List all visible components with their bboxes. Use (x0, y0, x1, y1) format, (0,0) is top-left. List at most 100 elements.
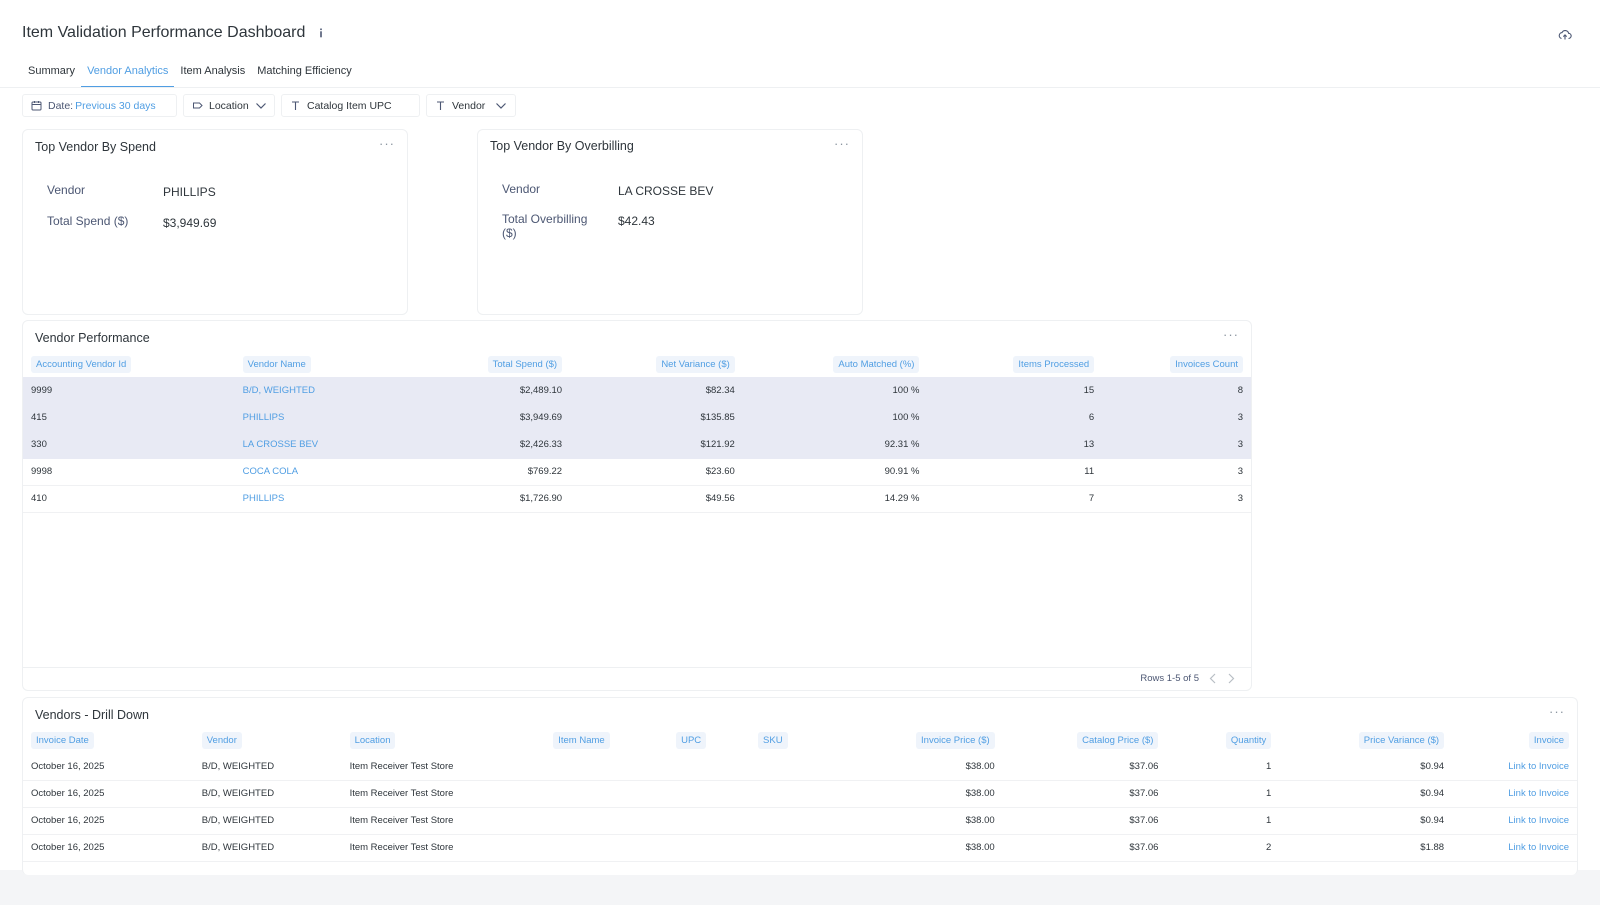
cell-invoice-date: October 16, 2025 (23, 780, 194, 808)
column-header[interactable]: Net Variance ($) (570, 351, 743, 377)
total-spend-label: Total Spend ($) (47, 214, 129, 228)
column-header[interactable]: Invoice Price ($) (850, 727, 1003, 753)
column-header[interactable]: Invoices Count (1102, 351, 1251, 377)
column-header[interactable]: UPC (668, 727, 750, 753)
more-options-icon[interactable]: ··· (1223, 327, 1239, 342)
cell-vendor-id: 9998 (23, 458, 235, 486)
vendor-performance-table: Accounting Vendor Id Vendor Name Total S… (23, 351, 1251, 513)
cell-location: Item Receiver Test Store (341, 780, 546, 808)
cell-location: Item Receiver Test Store (341, 834, 546, 862)
column-header[interactable]: Vendor Name (235, 351, 420, 377)
calendar-icon (31, 101, 42, 111)
header: Item Validation Performance Dashboard (22, 24, 327, 42)
cell-net-variance: $121.92 (570, 431, 743, 459)
filter-bar: Date: Previous 30 days Location Catalog … (22, 94, 516, 117)
text-type-icon (437, 101, 444, 110)
column-header[interactable]: Catalog Price ($) (1003, 727, 1167, 753)
column-header[interactable]: Total Spend ($) (419, 351, 570, 377)
tab-summary[interactable]: Summary (28, 65, 76, 77)
card-title: Top Vendor By Overbilling (490, 139, 634, 153)
cell-quantity: 1 (1166, 807, 1280, 835)
more-options-icon[interactable]: ··· (1549, 704, 1565, 719)
cell-vendor-name-link[interactable]: PHILLIPS (234, 404, 420, 432)
more-options-icon[interactable]: ··· (834, 136, 850, 151)
cell-sku (750, 807, 850, 835)
cell-vendor-name-link[interactable]: PHILLIPS (234, 485, 420, 513)
dashboard-page: Item Validation Performance Dashboard Su… (0, 0, 1600, 875)
table-row[interactable]: October 16, 2025 B/D, WEIGHTED Item Rece… (23, 753, 1577, 781)
table-row[interactable]: October 16, 2025 B/D, WEIGHTED Item Rece… (23, 780, 1577, 808)
table-row[interactable]: October 16, 2025 B/D, WEIGHTED Item Rece… (23, 807, 1577, 835)
cell-upc (668, 780, 751, 808)
drill-down-table: Invoice Date Vendor Location Item Name U… (23, 727, 1577, 862)
cell-vendor-name-link[interactable]: B/D, WEIGHTED (234, 377, 420, 405)
tab-matching-efficiency[interactable]: Matching Efficiency (257, 65, 352, 77)
location-filter[interactable]: Location (183, 94, 275, 117)
location-filter-label: Location (209, 99, 249, 112)
cell-upc (668, 834, 751, 862)
column-header[interactable]: Item Name (545, 727, 668, 753)
table-row[interactable]: October 16, 2025 B/D, WEIGHTED Item Rece… (23, 834, 1577, 862)
cell-invoices-count: 3 (1102, 404, 1251, 432)
top-vendor-by-spend-card: Top Vendor By Spend ··· Vendor PHILLIPS … (22, 129, 408, 315)
cell-vendor-name-link[interactable]: LA CROSSE BEV (234, 431, 420, 459)
tab-bar: Summary Vendor Analytics Item Analysis M… (22, 57, 358, 88)
cell-vendor: B/D, WEIGHTED (193, 834, 342, 862)
cell-vendor-name-link[interactable]: COCA COLA (234, 458, 420, 486)
cell-vendor-id: 9999 (23, 377, 235, 405)
more-options-icon[interactable]: ··· (379, 136, 395, 151)
column-header[interactable]: Invoice (1452, 727, 1577, 753)
chevron-right-icon[interactable] (1227, 673, 1235, 684)
link-to-invoice[interactable]: Link to Invoice (1452, 834, 1577, 862)
table-row[interactable]: 9998 COCA COLA $769.22 $23.60 90.91 % 11… (23, 458, 1251, 486)
column-header[interactable]: Location (342, 727, 546, 753)
column-header[interactable]: Quantity (1166, 727, 1279, 753)
catalog-upc-filter[interactable]: Catalog Item UPC (281, 94, 420, 117)
cell-item-name (545, 780, 669, 808)
column-header[interactable]: Auto Matched (%) (743, 351, 928, 377)
cell-vendor-id: 415 (23, 404, 235, 432)
cell-items-processed: 15 (927, 377, 1103, 405)
column-header[interactable]: Items Processed (927, 351, 1102, 377)
vendor-value: PHILLIPS (163, 185, 216, 199)
cell-quantity: 1 (1166, 753, 1280, 781)
cell-invoices-count: 3 (1102, 458, 1251, 486)
tab-vendor-analytics[interactable]: Vendor Analytics (81, 57, 175, 88)
table-row[interactable]: 410 PHILLIPS $1,726.90 $49.56 14.29 % 7 … (23, 485, 1251, 513)
cell-invoice-price: $38.00 (849, 753, 1003, 781)
cell-item-name (545, 834, 669, 862)
cloud-upload-icon[interactable] (1558, 28, 1572, 42)
chevron-left-icon[interactable] (1209, 673, 1217, 684)
column-header[interactable]: Accounting Vendor Id (23, 351, 235, 377)
cell-vendor: B/D, WEIGHTED (193, 753, 342, 781)
cell-invoices-count: 3 (1102, 485, 1251, 513)
vendor-filter[interactable]: Vendor (426, 94, 516, 117)
table-row[interactable]: 9999 B/D, WEIGHTED $2,489.10 $82.34 100 … (23, 377, 1251, 405)
pager-divider (23, 667, 1251, 668)
chevron-down-icon (496, 102, 506, 109)
column-header[interactable]: Vendor (194, 727, 342, 753)
column-header[interactable]: Invoice Date (23, 727, 194, 753)
table-row[interactable]: 330 LA CROSSE BEV $2,426.33 $121.92 92.3… (23, 431, 1251, 459)
cell-auto-matched: 90.91 % (742, 458, 928, 486)
link-to-invoice[interactable]: Link to Invoice (1452, 753, 1577, 781)
pager-rows-text: Rows 1-5 of 5 (1140, 673, 1199, 684)
cell-invoice-price: $38.00 (849, 834, 1003, 862)
link-to-invoice[interactable]: Link to Invoice (1452, 807, 1577, 835)
column-header[interactable]: Price Variance ($) (1279, 727, 1452, 753)
tab-item-analysis[interactable]: Item Analysis (180, 65, 246, 77)
info-icon[interactable] (315, 27, 327, 39)
cell-net-variance: $49.56 (570, 485, 743, 513)
vendor-label: Vendor (47, 183, 86, 197)
date-filter[interactable]: Date: Previous 30 days (22, 94, 177, 117)
cell-sku (750, 834, 850, 862)
cell-net-variance: $135.85 (570, 404, 743, 432)
table-row[interactable]: 415 PHILLIPS $3,949.69 $135.85 100 % 6 3 (23, 404, 1251, 432)
cell-total-spend: $2,426.33 (419, 431, 571, 459)
cell-catalog-price: $37.06 (1002, 780, 1167, 808)
cell-items-processed: 6 (927, 404, 1103, 432)
link-to-invoice[interactable]: Link to Invoice (1452, 780, 1577, 808)
cell-invoice-price: $38.00 (849, 807, 1003, 835)
column-header[interactable]: SKU (750, 727, 850, 753)
cell-location: Item Receiver Test Store (341, 753, 546, 781)
